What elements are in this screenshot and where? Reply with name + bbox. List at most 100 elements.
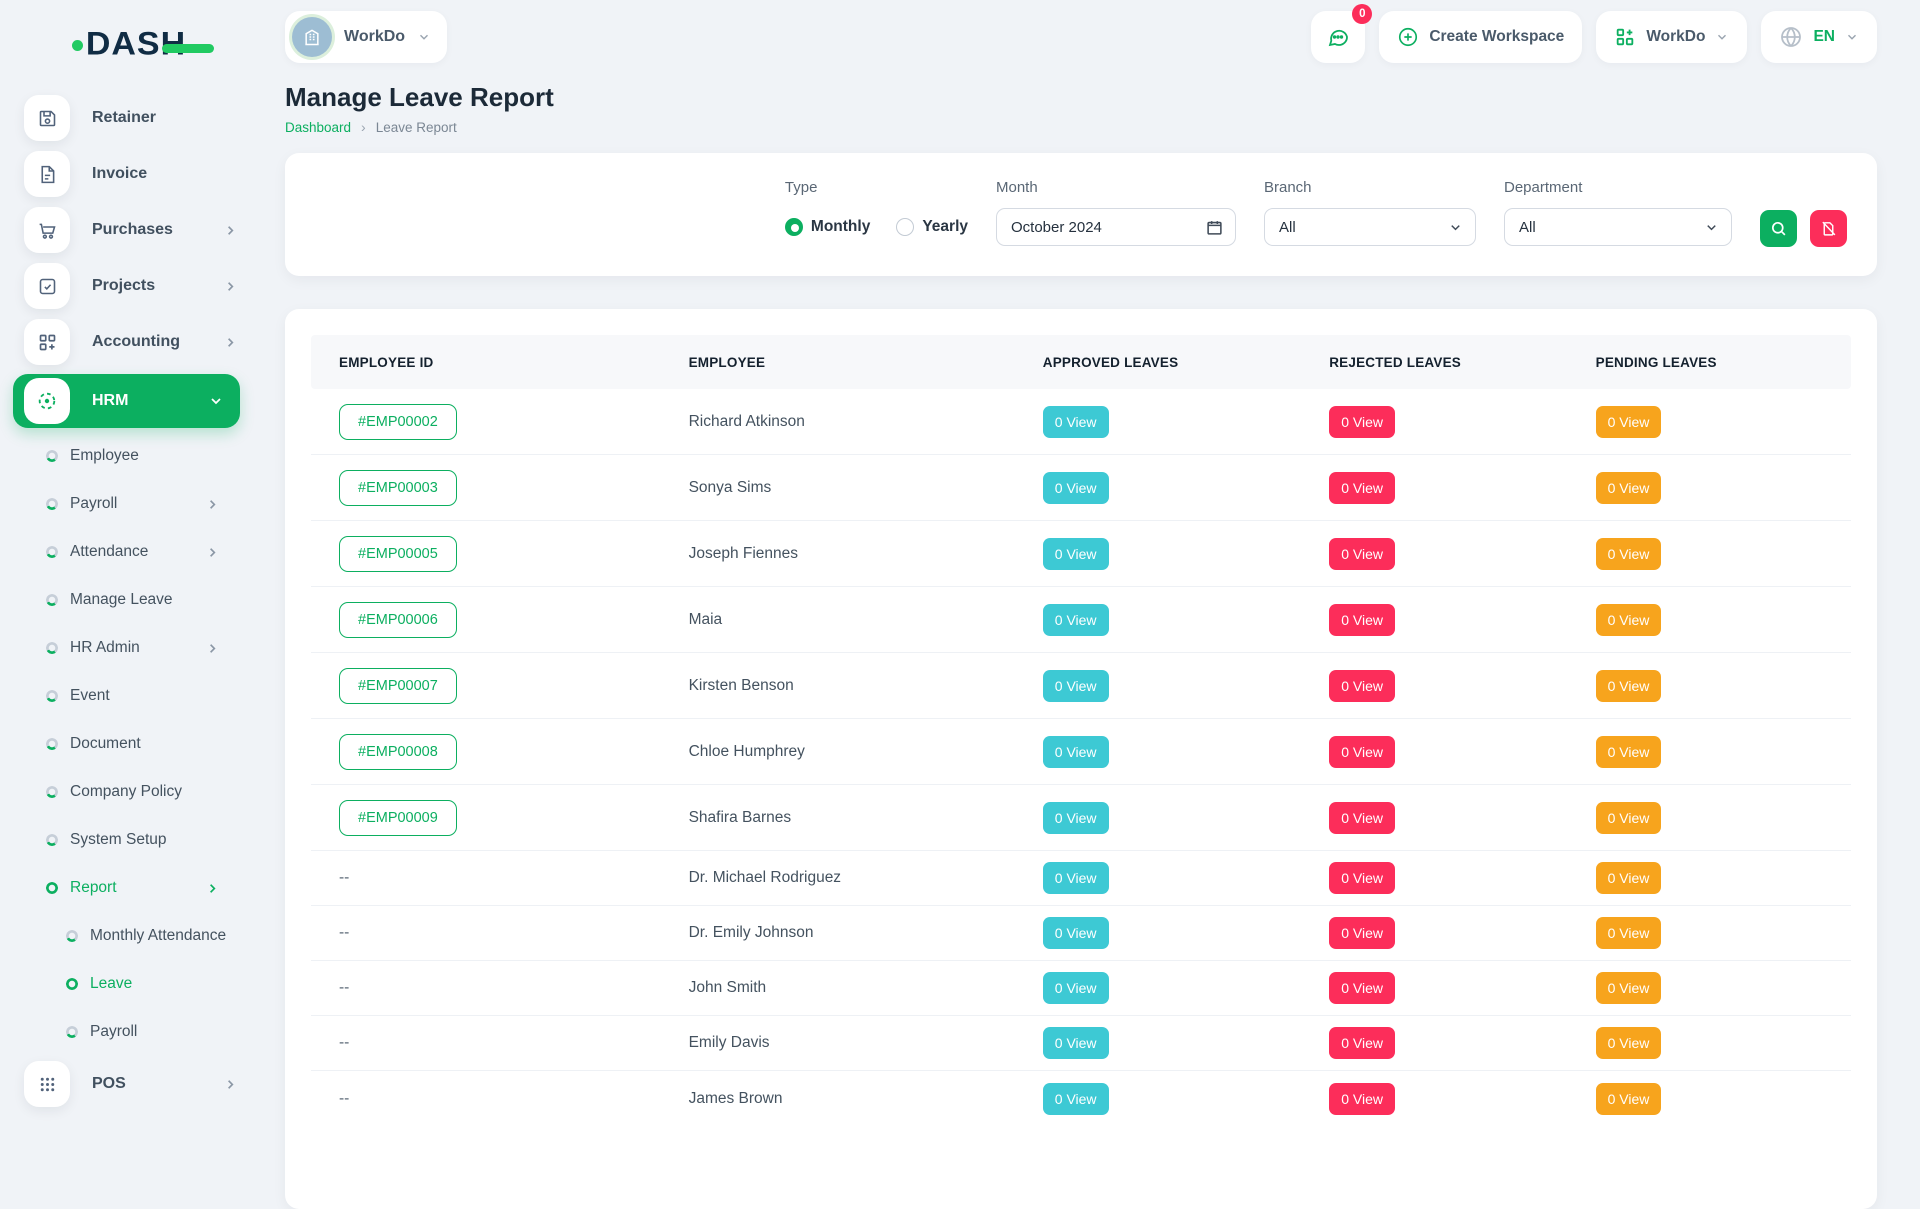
donut-bullet-icon [46, 834, 58, 846]
sidebar-item-projects[interactable]: Projects [0, 258, 258, 314]
search-icon [1770, 220, 1787, 237]
pending-view-badge[interactable]: 0 View [1596, 1027, 1662, 1059]
month-input[interactable]: October 2024 [996, 208, 1236, 246]
sidebar-item-label: Payroll [70, 495, 117, 513]
sidebar-item-attendance[interactable]: Attendance [0, 528, 258, 576]
sidebar-item-hrm[interactable]: HRM [13, 374, 240, 428]
sidebar-item-leave[interactable]: Leave [0, 960, 258, 1008]
department-select[interactable]: All [1504, 208, 1732, 246]
chevron-right-icon [223, 279, 238, 294]
branch-select[interactable]: All [1264, 208, 1476, 246]
radio-yearly[interactable]: Yearly [896, 218, 968, 236]
language-selector[interactable]: EN [1761, 11, 1877, 63]
rejected-view-badge[interactable]: 0 View [1329, 862, 1395, 894]
chat-icon [1326, 25, 1350, 49]
sidebar-item-event[interactable]: Event [0, 672, 258, 720]
employee-id-button[interactable]: #EMP00008 [339, 734, 457, 770]
approved-view-badge[interactable]: 0 View [1043, 538, 1109, 570]
radio-monthly[interactable]: Monthly [785, 218, 870, 236]
pending-view-badge[interactable]: 0 View [1596, 802, 1662, 834]
approved-view-badge[interactable]: 0 View [1043, 406, 1109, 438]
table-row: --John Smith0 View0 View0 View [311, 961, 1851, 1016]
employee-id-button[interactable]: #EMP00002 [339, 404, 457, 440]
pending-view-badge[interactable]: 0 View [1596, 472, 1662, 504]
sidebar-item-report[interactable]: Report [0, 864, 258, 912]
approved-view-badge[interactable]: 0 View [1043, 1083, 1109, 1115]
approved-view-badge[interactable]: 0 View [1043, 1027, 1109, 1059]
logo-dot-icon [72, 40, 83, 51]
logo-bar-icon [162, 44, 214, 53]
breadcrumb-dashboard-link[interactable]: Dashboard [285, 120, 351, 135]
employee-id-button[interactable]: #EMP00009 [339, 800, 457, 836]
rejected-view-badge[interactable]: 0 View [1329, 538, 1395, 570]
pending-view-badge[interactable]: 0 View [1596, 538, 1662, 570]
approved-view-badge[interactable]: 0 View [1043, 472, 1109, 504]
chevron-right-icon [223, 223, 238, 238]
rejected-view-badge[interactable]: 0 View [1329, 1027, 1395, 1059]
pending-view-badge[interactable]: 0 View [1596, 736, 1662, 768]
sidebar-item-document[interactable]: Document [0, 720, 258, 768]
sidebar-item-payroll[interactable]: Payroll [0, 480, 258, 528]
employee-id-button[interactable]: #EMP00003 [339, 470, 457, 506]
rejected-view-badge[interactable]: 0 View [1329, 604, 1395, 636]
pending-view-badge[interactable]: 0 View [1596, 862, 1662, 894]
sidebar-item-company-policy[interactable]: Company Policy [0, 768, 258, 816]
sidebar-item-manage-leave[interactable]: Manage Leave [0, 576, 258, 624]
pending-view-badge[interactable]: 0 View [1596, 1083, 1662, 1115]
rejected-view-badge[interactable]: 0 View [1329, 736, 1395, 768]
sidebar-item-accounting[interactable]: Accounting [0, 314, 258, 370]
approved-view-badge[interactable]: 0 View [1043, 604, 1109, 636]
dash-logo[interactable]: DASH [0, 24, 258, 64]
pending-view-badge[interactable]: 0 View [1596, 972, 1662, 1004]
pending-view-badge[interactable]: 0 View [1596, 604, 1662, 636]
rejected-view-badge[interactable]: 0 View [1329, 406, 1395, 438]
approved-view-badge[interactable]: 0 View [1043, 670, 1109, 702]
sidebar-item-label: Projects [92, 277, 155, 295]
messages-button[interactable]: 0 [1311, 11, 1365, 63]
table-row: #EMP00003Sonya Sims0 View0 View0 View [311, 455, 1851, 521]
department-filter: Department All [1504, 179, 1732, 246]
employee-id-button[interactable]: #EMP00006 [339, 602, 457, 638]
rejected-view-badge[interactable]: 0 View [1329, 917, 1395, 949]
search-button[interactable] [1760, 210, 1797, 247]
type-label: Type [785, 179, 968, 196]
rejected-view-badge[interactable]: 0 View [1329, 670, 1395, 702]
create-workspace-button[interactable]: Create Workspace [1379, 11, 1582, 63]
workspace-selector[interactable]: WorkDo [285, 11, 447, 63]
sidebar-item-payroll[interactable]: Payroll [0, 1008, 258, 1056]
create-workspace-label: Create Workspace [1429, 28, 1564, 46]
approved-view-badge[interactable]: 0 View [1043, 917, 1109, 949]
approved-view-badge[interactable]: 0 View [1043, 972, 1109, 1004]
radio-icon [896, 218, 914, 236]
sidebar-item-system-setup[interactable]: System Setup [0, 816, 258, 864]
pending-view-badge[interactable]: 0 View [1596, 670, 1662, 702]
workdo-menu-button[interactable]: WorkDo [1596, 11, 1747, 63]
sidebar-item-monthly-attendance[interactable]: Monthly Attendance [0, 912, 258, 960]
employee-id-button[interactable]: #EMP00005 [339, 536, 457, 572]
pending-view-badge[interactable]: 0 View [1596, 917, 1662, 949]
employee-id-button[interactable]: #EMP00007 [339, 668, 457, 704]
employee-name: Dr. Emily Johnson [661, 924, 1015, 942]
rejected-view-badge[interactable]: 0 View [1329, 1083, 1395, 1115]
table-row: #EMP00009Shafira Barnes0 View0 View0 Vie… [311, 785, 1851, 851]
sidebar-item-retainer[interactable]: Retainer [0, 90, 258, 146]
employee-name: John Smith [661, 979, 1015, 997]
approved-view-badge[interactable]: 0 View [1043, 802, 1109, 834]
rejected-view-badge[interactable]: 0 View [1329, 972, 1395, 1004]
approved-view-badge[interactable]: 0 View [1043, 736, 1109, 768]
sidebar-item-employee[interactable]: Employee [0, 432, 258, 480]
rejected-view-badge[interactable]: 0 View [1329, 802, 1395, 834]
sidebar-item-label: Company Policy [70, 783, 182, 801]
sidebar-item-label: Payroll [90, 1023, 137, 1041]
sidebar-item-hr-admin[interactable]: HR Admin [0, 624, 258, 672]
sidebar-item-purchases[interactable]: Purchases [0, 202, 258, 258]
type-radio-group: Monthly Yearly [785, 208, 968, 246]
column-header-pending-leaves: PENDING LEAVES [1568, 355, 1851, 370]
approved-view-badge[interactable]: 0 View [1043, 862, 1109, 894]
rejected-view-badge[interactable]: 0 View [1329, 472, 1395, 504]
reset-filter-button[interactable] [1810, 210, 1847, 247]
donut-bullet-icon [46, 690, 58, 702]
column-header-employee: EMPLOYEE [661, 355, 1015, 370]
pending-view-badge[interactable]: 0 View [1596, 406, 1662, 438]
sidebar-item-invoice[interactable]: Invoice [0, 146, 258, 202]
